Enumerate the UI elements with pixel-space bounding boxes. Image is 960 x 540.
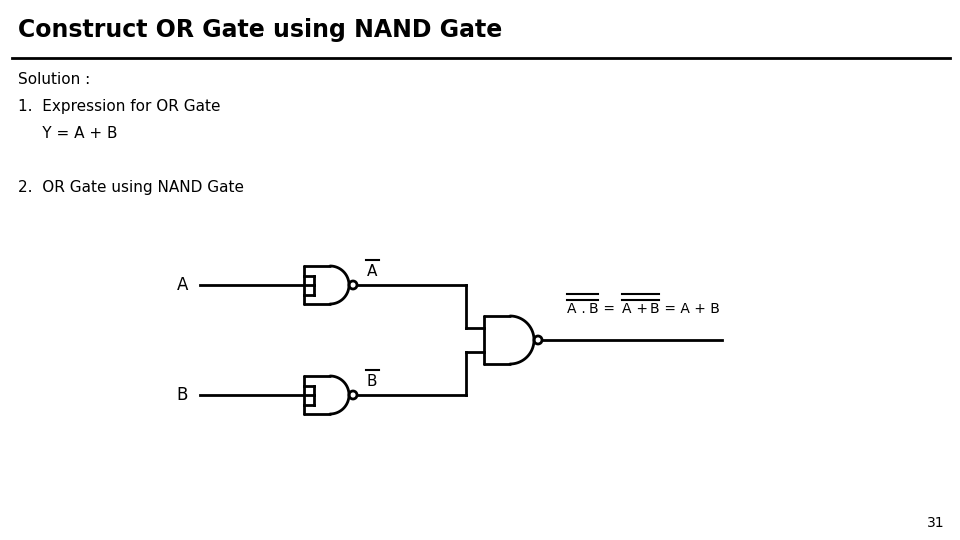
Text: B: B — [650, 302, 660, 316]
Text: =: = — [599, 302, 619, 316]
Text: A: A — [567, 302, 577, 316]
Text: Construct OR Gate using NAND Gate: Construct OR Gate using NAND Gate — [18, 18, 502, 42]
Text: 1.  Expression for OR Gate: 1. Expression for OR Gate — [18, 99, 221, 114]
Text: Solution :: Solution : — [18, 72, 90, 87]
Text: B: B — [177, 386, 188, 404]
Text: B: B — [589, 302, 599, 316]
Text: 31: 31 — [927, 516, 945, 530]
Text: .: . — [577, 302, 590, 316]
Text: B: B — [367, 374, 377, 389]
Text: Y = A + B: Y = A + B — [18, 126, 117, 141]
Text: A: A — [367, 264, 377, 279]
Text: A: A — [622, 302, 632, 316]
Text: 2.  OR Gate using NAND Gate: 2. OR Gate using NAND Gate — [18, 180, 244, 195]
Text: = A + B: = A + B — [660, 302, 720, 316]
Text: +: + — [632, 302, 653, 316]
Text: A: A — [177, 276, 188, 294]
